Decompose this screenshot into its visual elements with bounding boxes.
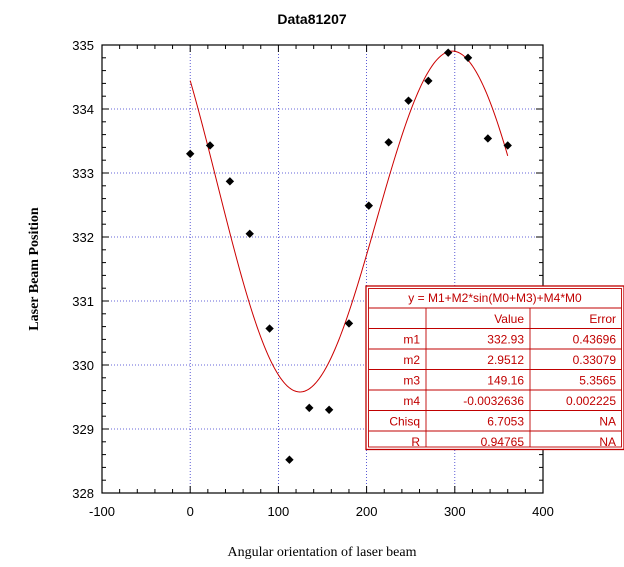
fit-table-error: 5.3565 xyxy=(579,374,616,388)
y-tick-label: 329 xyxy=(72,422,94,437)
fit-table-value: 2.9512 xyxy=(487,353,524,367)
data-point xyxy=(503,141,512,150)
x-tick-labels: -100 0 100 200 300 400 xyxy=(89,504,554,519)
x-tick-label: 0 xyxy=(187,504,194,519)
fit-table-error: 0.33079 xyxy=(573,353,617,367)
y-axis-label: Laser Beam Position xyxy=(27,207,42,331)
x-tick-label: 100 xyxy=(268,504,290,519)
plot-frame xyxy=(101,44,544,494)
data-point xyxy=(324,405,334,414)
chart-title: Data81207 xyxy=(277,11,346,27)
fit-table-param: m1 xyxy=(403,333,420,347)
fit-box-frame xyxy=(365,285,624,451)
fit-table-value: -0.0032636 xyxy=(463,394,524,408)
y-tick-label: 328 xyxy=(72,486,94,501)
data-point xyxy=(443,48,453,57)
data-point xyxy=(364,201,374,210)
x-tick-label: -100 xyxy=(89,504,115,519)
data-point xyxy=(344,319,354,328)
fit-table-param: m4 xyxy=(403,394,420,408)
y-tick-label: 333 xyxy=(72,166,94,181)
data-point xyxy=(205,141,215,150)
fit-table-value: 332.93 xyxy=(487,333,524,347)
data-point xyxy=(265,324,274,333)
fit-equation: y = M1+M2*sin(M0+M3)+M4*M0 xyxy=(408,291,582,305)
fit-table-error: NA xyxy=(599,415,616,429)
y-tick-label: 332 xyxy=(72,230,94,245)
x-tick-label: 200 xyxy=(356,504,378,519)
y-tick-label: 335 xyxy=(72,38,94,53)
data-point xyxy=(245,229,254,238)
fit-table-param: R xyxy=(411,435,420,449)
fit-curve xyxy=(189,50,509,393)
fit-table-value: Value xyxy=(494,312,524,326)
data-point xyxy=(424,76,433,86)
fit-table-error: 0.002225 xyxy=(566,394,616,408)
fit-table-value: 149.16 xyxy=(487,374,524,388)
data-point xyxy=(305,403,314,413)
fit-table-error: Error xyxy=(589,312,616,326)
y-tick-label: 331 xyxy=(72,294,94,309)
fit-table-value: 6.7053 xyxy=(487,415,524,429)
x-axis-label: Angular orientation of laser beam xyxy=(228,545,417,560)
data-point xyxy=(404,96,413,105)
fit-table-value: 0.94765 xyxy=(481,435,525,449)
y-tick-label: 334 xyxy=(72,102,94,117)
x-tick-label: 400 xyxy=(532,504,554,519)
data-point xyxy=(285,455,294,464)
fit-table-error: NA xyxy=(599,435,616,449)
data-point xyxy=(384,138,393,147)
x-tick-label: 300 xyxy=(444,504,466,519)
data-points xyxy=(186,48,512,464)
fit-table-param: m2 xyxy=(403,353,420,367)
data-point xyxy=(225,177,235,186)
data-point xyxy=(186,149,195,158)
fit-table-param: m3 xyxy=(403,374,420,388)
fit-table-error: 0.43696 xyxy=(573,333,617,347)
y-tick-label: 330 xyxy=(72,358,94,373)
fit-box-inner-frame xyxy=(368,288,622,448)
data-point xyxy=(463,53,473,62)
fit-table-param: Chisq xyxy=(389,415,420,429)
fit-results-box: y = M1+M2*sin(M0+M3)+M4*M0 Value Error m1 33… xyxy=(365,285,624,451)
data-point xyxy=(483,134,493,143)
y-tick-labels: 328 329 330 331 332 333 334 335 xyxy=(72,38,94,501)
